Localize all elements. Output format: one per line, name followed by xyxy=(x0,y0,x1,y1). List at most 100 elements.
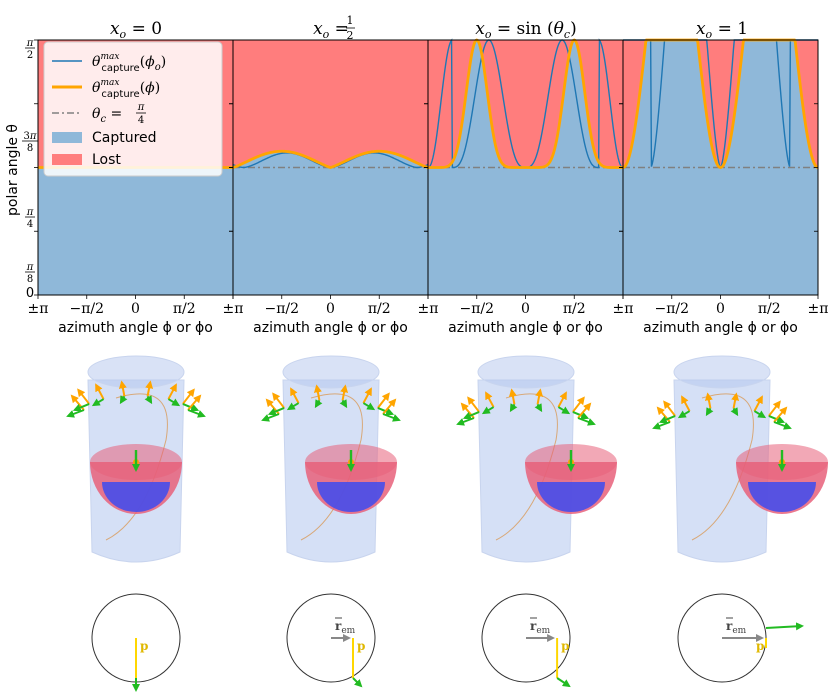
vector-arrow xyxy=(652,421,671,430)
x-axis-label: azimuth angle ϕ or ϕo xyxy=(643,320,798,336)
top-view-circle xyxy=(286,593,376,683)
vector-arrow xyxy=(144,395,153,405)
xtick-label: π/2 xyxy=(758,301,781,317)
panel-title-2-num: 1 xyxy=(347,14,354,27)
vector-arrow xyxy=(681,395,691,412)
top-view-circle xyxy=(481,593,571,683)
xtick-label: ±π xyxy=(418,301,439,317)
legend-label-theta-c: θc = xyxy=(92,106,122,125)
ytick-0: 0 xyxy=(26,286,34,301)
captured-region xyxy=(38,167,233,295)
vector-arrow xyxy=(467,396,480,413)
y-axis-label: polar angle θ xyxy=(5,124,21,216)
vector-arrow xyxy=(362,402,376,411)
xtick-label: π/2 xyxy=(173,301,196,317)
svg-text:8: 8 xyxy=(27,274,33,285)
xtick-label: 0 xyxy=(326,301,335,317)
vector-arrow xyxy=(382,413,401,422)
legend-label-phi-o: θmax capture(ϕo) xyxy=(92,52,166,74)
illustration-4 xyxy=(652,355,828,563)
label-r-em: rem xyxy=(530,619,551,636)
xtick-label: −π/2 xyxy=(654,301,689,317)
label-r-em: rem xyxy=(726,619,747,636)
vector-arrow xyxy=(261,413,280,422)
panel-title-3: xo = sin (θc) xyxy=(475,19,576,41)
vector-arrow xyxy=(677,410,691,419)
vector-arrow xyxy=(66,409,85,418)
captured-region xyxy=(233,151,428,295)
vector-green xyxy=(765,622,804,631)
vector-arrow xyxy=(508,388,517,405)
legend-swatch-lost xyxy=(52,154,82,165)
vector-arrow xyxy=(119,395,128,405)
xtick-label: ±π xyxy=(613,301,634,317)
xtick-label: −π/2 xyxy=(264,301,299,317)
x-axis-label: azimuth angle ϕ or ϕo xyxy=(58,320,213,336)
panel-title-2: xo = xyxy=(313,19,349,41)
panel-3: ±π −π/2 0 π/2 azimuth angle ϕ or ϕo xyxy=(418,38,624,336)
vector-arrow xyxy=(577,417,596,426)
illustrations-row xyxy=(66,355,828,563)
vector-arrow xyxy=(730,407,739,417)
panels-row: xo = 0 xo = 1 2 xo = sin (θc) xo = 1 xyxy=(110,14,748,42)
xtick-label: π/2 xyxy=(368,301,391,317)
xtick-label: −π/2 xyxy=(69,301,104,317)
vector-arrow xyxy=(290,387,300,404)
vector-arrow xyxy=(145,380,154,397)
vector-arrow xyxy=(77,388,90,405)
svg-text:8: 8 xyxy=(27,143,33,154)
vector-arrow xyxy=(339,399,348,409)
illustration-3 xyxy=(456,355,617,563)
hemisphere-captured xyxy=(537,482,605,512)
xtick-label: π/2 xyxy=(563,301,586,317)
illustration-2 xyxy=(261,355,401,563)
hemisphere-captured xyxy=(317,482,385,512)
xtick-label: 0 xyxy=(131,301,140,317)
legend-label-captured: Captured xyxy=(92,130,157,146)
vector-arrow xyxy=(182,388,195,405)
ray-trajectory xyxy=(300,393,363,541)
y-axis: polar angle θ π 2 3π 8 π 4 π 8 0 xyxy=(5,38,38,301)
vector-arrow xyxy=(658,415,676,424)
label-p: p xyxy=(561,639,569,653)
vector-arrow xyxy=(187,394,202,411)
vector-arrow xyxy=(773,421,792,430)
ytick-pi-2: π xyxy=(26,38,34,49)
panel-4: ±π −π/2 0 π/2 ±π azimuth angle ϕ or ϕo xyxy=(613,38,829,336)
vector-arrow xyxy=(167,398,181,407)
xtick-label: ±π xyxy=(223,301,244,317)
illustration-1 xyxy=(66,355,206,563)
vector-arrow xyxy=(572,396,585,413)
svg-text:4: 4 xyxy=(27,219,33,230)
label-p: p xyxy=(140,639,148,653)
vector-arrow xyxy=(167,383,177,400)
vector-arrow xyxy=(753,395,763,412)
vector-arrow xyxy=(557,406,571,415)
series-theta-capture-phi xyxy=(232,149,429,169)
vector-arrow xyxy=(286,402,300,411)
vector-arrow xyxy=(731,392,740,409)
cylinder-top xyxy=(673,355,771,389)
svg-text:2: 2 xyxy=(27,50,33,61)
vector-arrow xyxy=(534,403,543,413)
vector-arrow xyxy=(509,403,518,413)
vector-arrow xyxy=(95,383,105,400)
x-axis-label: azimuth angle ϕ or ϕo xyxy=(253,320,408,336)
cylinder-top xyxy=(282,355,380,389)
label-p: p xyxy=(756,639,764,653)
xtick-label: 0 xyxy=(716,301,725,317)
x-axis-label: azimuth angle ϕ or ϕo xyxy=(448,320,603,336)
legend-label-phi: θmax capture(ϕ) xyxy=(92,78,160,100)
svg-text:4: 4 xyxy=(138,115,144,126)
cylinder-top xyxy=(477,355,575,389)
panel-title-4: xo = 1 xyxy=(696,19,748,41)
legend-label-lost: Lost xyxy=(92,152,121,168)
xtick-label: ±π xyxy=(808,301,829,317)
vector-arrow xyxy=(768,400,781,417)
ytick-pi-8: π xyxy=(26,262,34,273)
vector-arrow xyxy=(340,384,349,401)
vector-arrow xyxy=(456,417,475,426)
